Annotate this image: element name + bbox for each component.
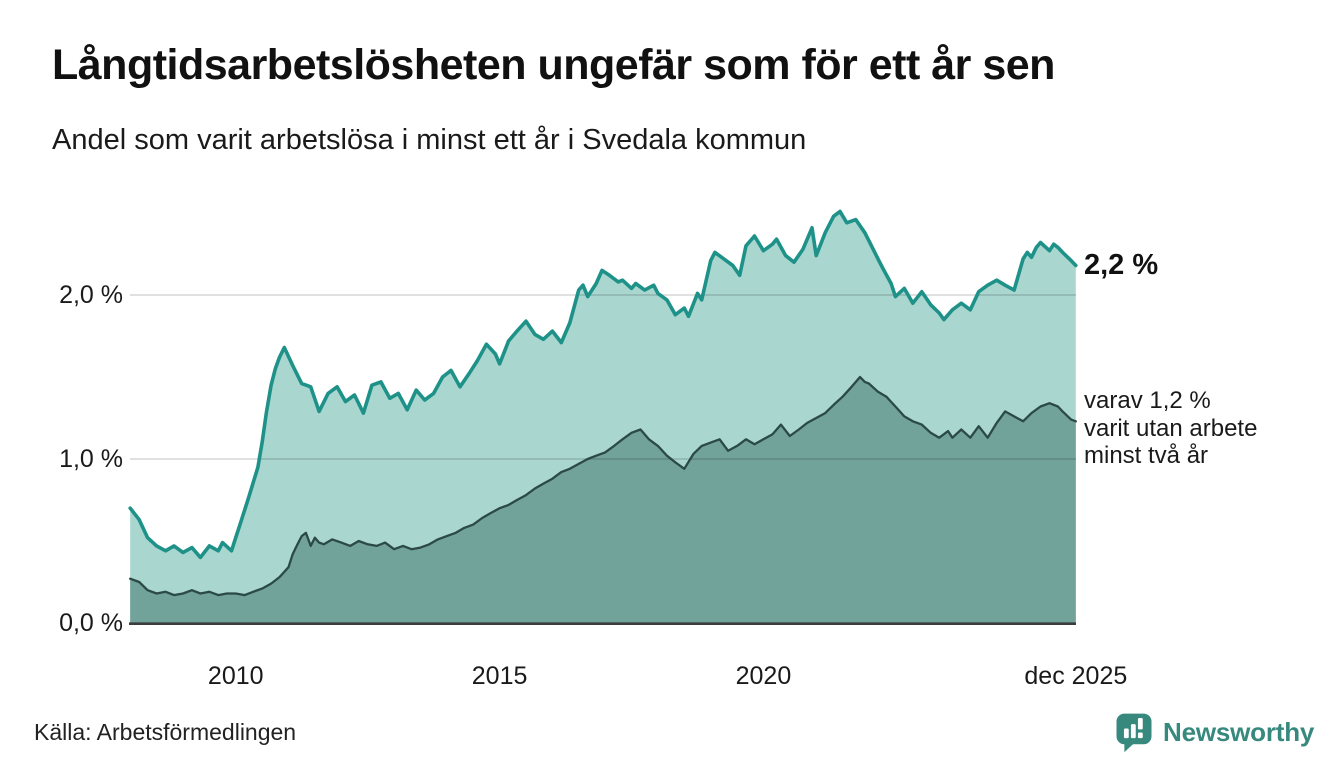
annotation-line-2: varit utan arbete bbox=[1084, 414, 1258, 442]
x-tick-2020: 2020 bbox=[735, 662, 792, 690]
series-two-annotation: varav 1,2 % varit utan arbete minst två … bbox=[1084, 387, 1257, 470]
newsworthy-logo: Newsworthy bbox=[1113, 708, 1314, 756]
x-tick-2010: 2010 bbox=[207, 662, 264, 690]
y-tick-1: 1,0 % bbox=[59, 445, 123, 473]
annotation-line-1: varav 1,2 % bbox=[1084, 387, 1211, 414]
x-tick-2015: 2015 bbox=[471, 662, 528, 690]
newsworthy-bubble-chart-icon bbox=[1116, 713, 1152, 753]
newsworthy-wordmark: Newsworthy bbox=[1163, 716, 1315, 747]
x-tick-dec-2025: dec 2025 bbox=[1024, 662, 1128, 690]
end-value-annotation: 2,2 % bbox=[1084, 249, 1159, 282]
page-title: Långtidsarbetslösheten ungefär som för e… bbox=[52, 41, 1055, 89]
y-tick-0: 0,0 % bbox=[59, 609, 123, 637]
annotation-line-3: minst två år bbox=[1084, 442, 1209, 469]
page-subtitle: Andel som varit arbetslösa i minst ett å… bbox=[52, 124, 807, 156]
y-tick-2: 2,0 % bbox=[59, 281, 123, 309]
source-caption: Källa: Arbetsförmedlingen bbox=[34, 719, 297, 745]
